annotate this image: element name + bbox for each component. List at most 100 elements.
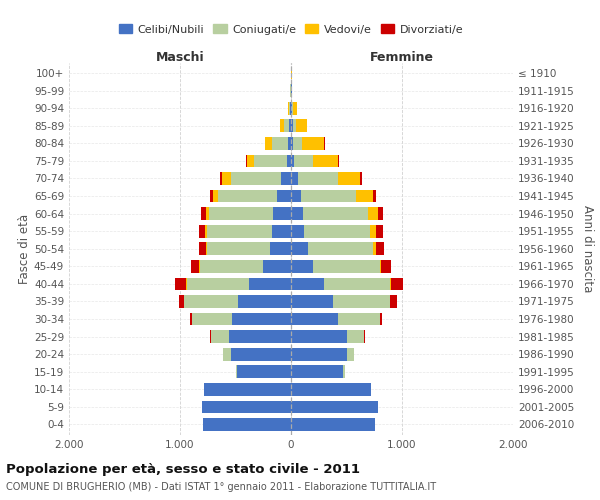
Bar <box>281 172 291 185</box>
Bar <box>343 366 345 378</box>
Bar <box>298 172 338 185</box>
Bar <box>390 295 397 308</box>
Bar <box>223 348 231 360</box>
Legend: Celibi/Nubili, Coniugati/e, Vedovi/e, Divorziati/e: Celibi/Nubili, Coniugati/e, Vedovi/e, Di… <box>115 20 467 39</box>
Bar <box>304 225 370 237</box>
Bar <box>338 312 380 326</box>
Bar <box>254 154 287 167</box>
Bar <box>284 120 289 132</box>
Bar <box>205 383 291 396</box>
Bar <box>377 208 383 220</box>
Bar <box>302 137 325 149</box>
Bar <box>333 295 390 308</box>
Bar <box>288 137 291 149</box>
Bar <box>308 242 373 255</box>
Bar <box>236 366 291 378</box>
Bar <box>206 242 270 255</box>
Bar <box>199 225 205 237</box>
Bar <box>190 312 192 326</box>
Bar <box>200 260 263 272</box>
Bar <box>222 172 231 185</box>
Bar <box>347 330 364 343</box>
Bar <box>391 278 403 290</box>
Bar <box>376 225 383 237</box>
Bar <box>291 102 292 115</box>
Bar <box>273 208 291 220</box>
Bar <box>235 366 236 378</box>
Bar <box>192 312 232 326</box>
Bar <box>291 120 293 132</box>
Bar <box>238 295 291 308</box>
Bar <box>295 154 313 167</box>
Bar <box>291 154 295 167</box>
Bar <box>325 278 390 290</box>
Bar <box>202 400 291 413</box>
Bar <box>313 154 338 167</box>
Bar <box>373 190 376 202</box>
Bar <box>187 278 249 290</box>
Bar <box>291 295 333 308</box>
Bar <box>249 278 291 290</box>
Bar <box>209 208 273 220</box>
Text: COMUNE DI BRUGHERIO (MB) - Dati ISTAT 1° gennaio 2011 - Elaborazione TUTTITALIA.: COMUNE DI BRUGHERIO (MB) - Dati ISTAT 1°… <box>6 482 436 492</box>
Bar <box>263 260 291 272</box>
Bar <box>291 383 371 396</box>
Bar <box>380 312 382 326</box>
Bar <box>347 348 354 360</box>
Bar <box>270 242 291 255</box>
Bar <box>287 154 291 167</box>
Bar <box>210 190 214 202</box>
Bar <box>289 102 290 115</box>
Bar <box>390 278 391 290</box>
Bar <box>220 172 222 185</box>
Bar <box>296 120 307 132</box>
Bar <box>291 242 308 255</box>
Bar <box>247 154 254 167</box>
Bar <box>205 225 207 237</box>
Bar <box>291 172 298 185</box>
Bar <box>206 208 209 220</box>
Bar <box>291 400 377 413</box>
Text: Maschi: Maschi <box>155 52 205 64</box>
Bar <box>293 120 296 132</box>
Bar <box>184 295 238 308</box>
Bar <box>291 137 293 149</box>
Bar <box>207 225 272 237</box>
Bar <box>175 278 187 290</box>
Bar <box>229 330 291 343</box>
Bar <box>218 190 277 202</box>
Bar <box>360 172 362 185</box>
Text: Popolazione per età, sesso e stato civile - 2011: Popolazione per età, sesso e stato civil… <box>6 462 360 475</box>
Bar <box>380 260 382 272</box>
Bar <box>291 348 347 360</box>
Bar <box>301 190 356 202</box>
Bar <box>376 242 383 255</box>
Bar <box>214 190 218 202</box>
Bar <box>272 225 291 237</box>
Bar <box>370 225 376 237</box>
Bar <box>231 172 281 185</box>
Bar <box>272 137 288 149</box>
Bar <box>179 295 184 308</box>
Text: Femmine: Femmine <box>370 52 434 64</box>
Bar <box>291 260 313 272</box>
Bar <box>291 225 304 237</box>
Bar <box>291 330 347 343</box>
Bar <box>293 137 302 149</box>
Bar <box>291 278 325 290</box>
Bar <box>373 242 376 255</box>
Bar <box>290 102 291 115</box>
Bar <box>291 312 338 326</box>
Bar <box>231 348 291 360</box>
Bar <box>368 208 377 220</box>
Bar <box>291 366 343 378</box>
Bar <box>289 120 291 132</box>
Bar <box>277 190 291 202</box>
Bar <box>356 190 373 202</box>
Bar <box>313 260 380 272</box>
Y-axis label: Fasce di età: Fasce di età <box>18 214 31 284</box>
Bar <box>232 312 291 326</box>
Bar <box>211 330 229 343</box>
Bar <box>292 102 293 115</box>
Bar <box>201 208 206 220</box>
